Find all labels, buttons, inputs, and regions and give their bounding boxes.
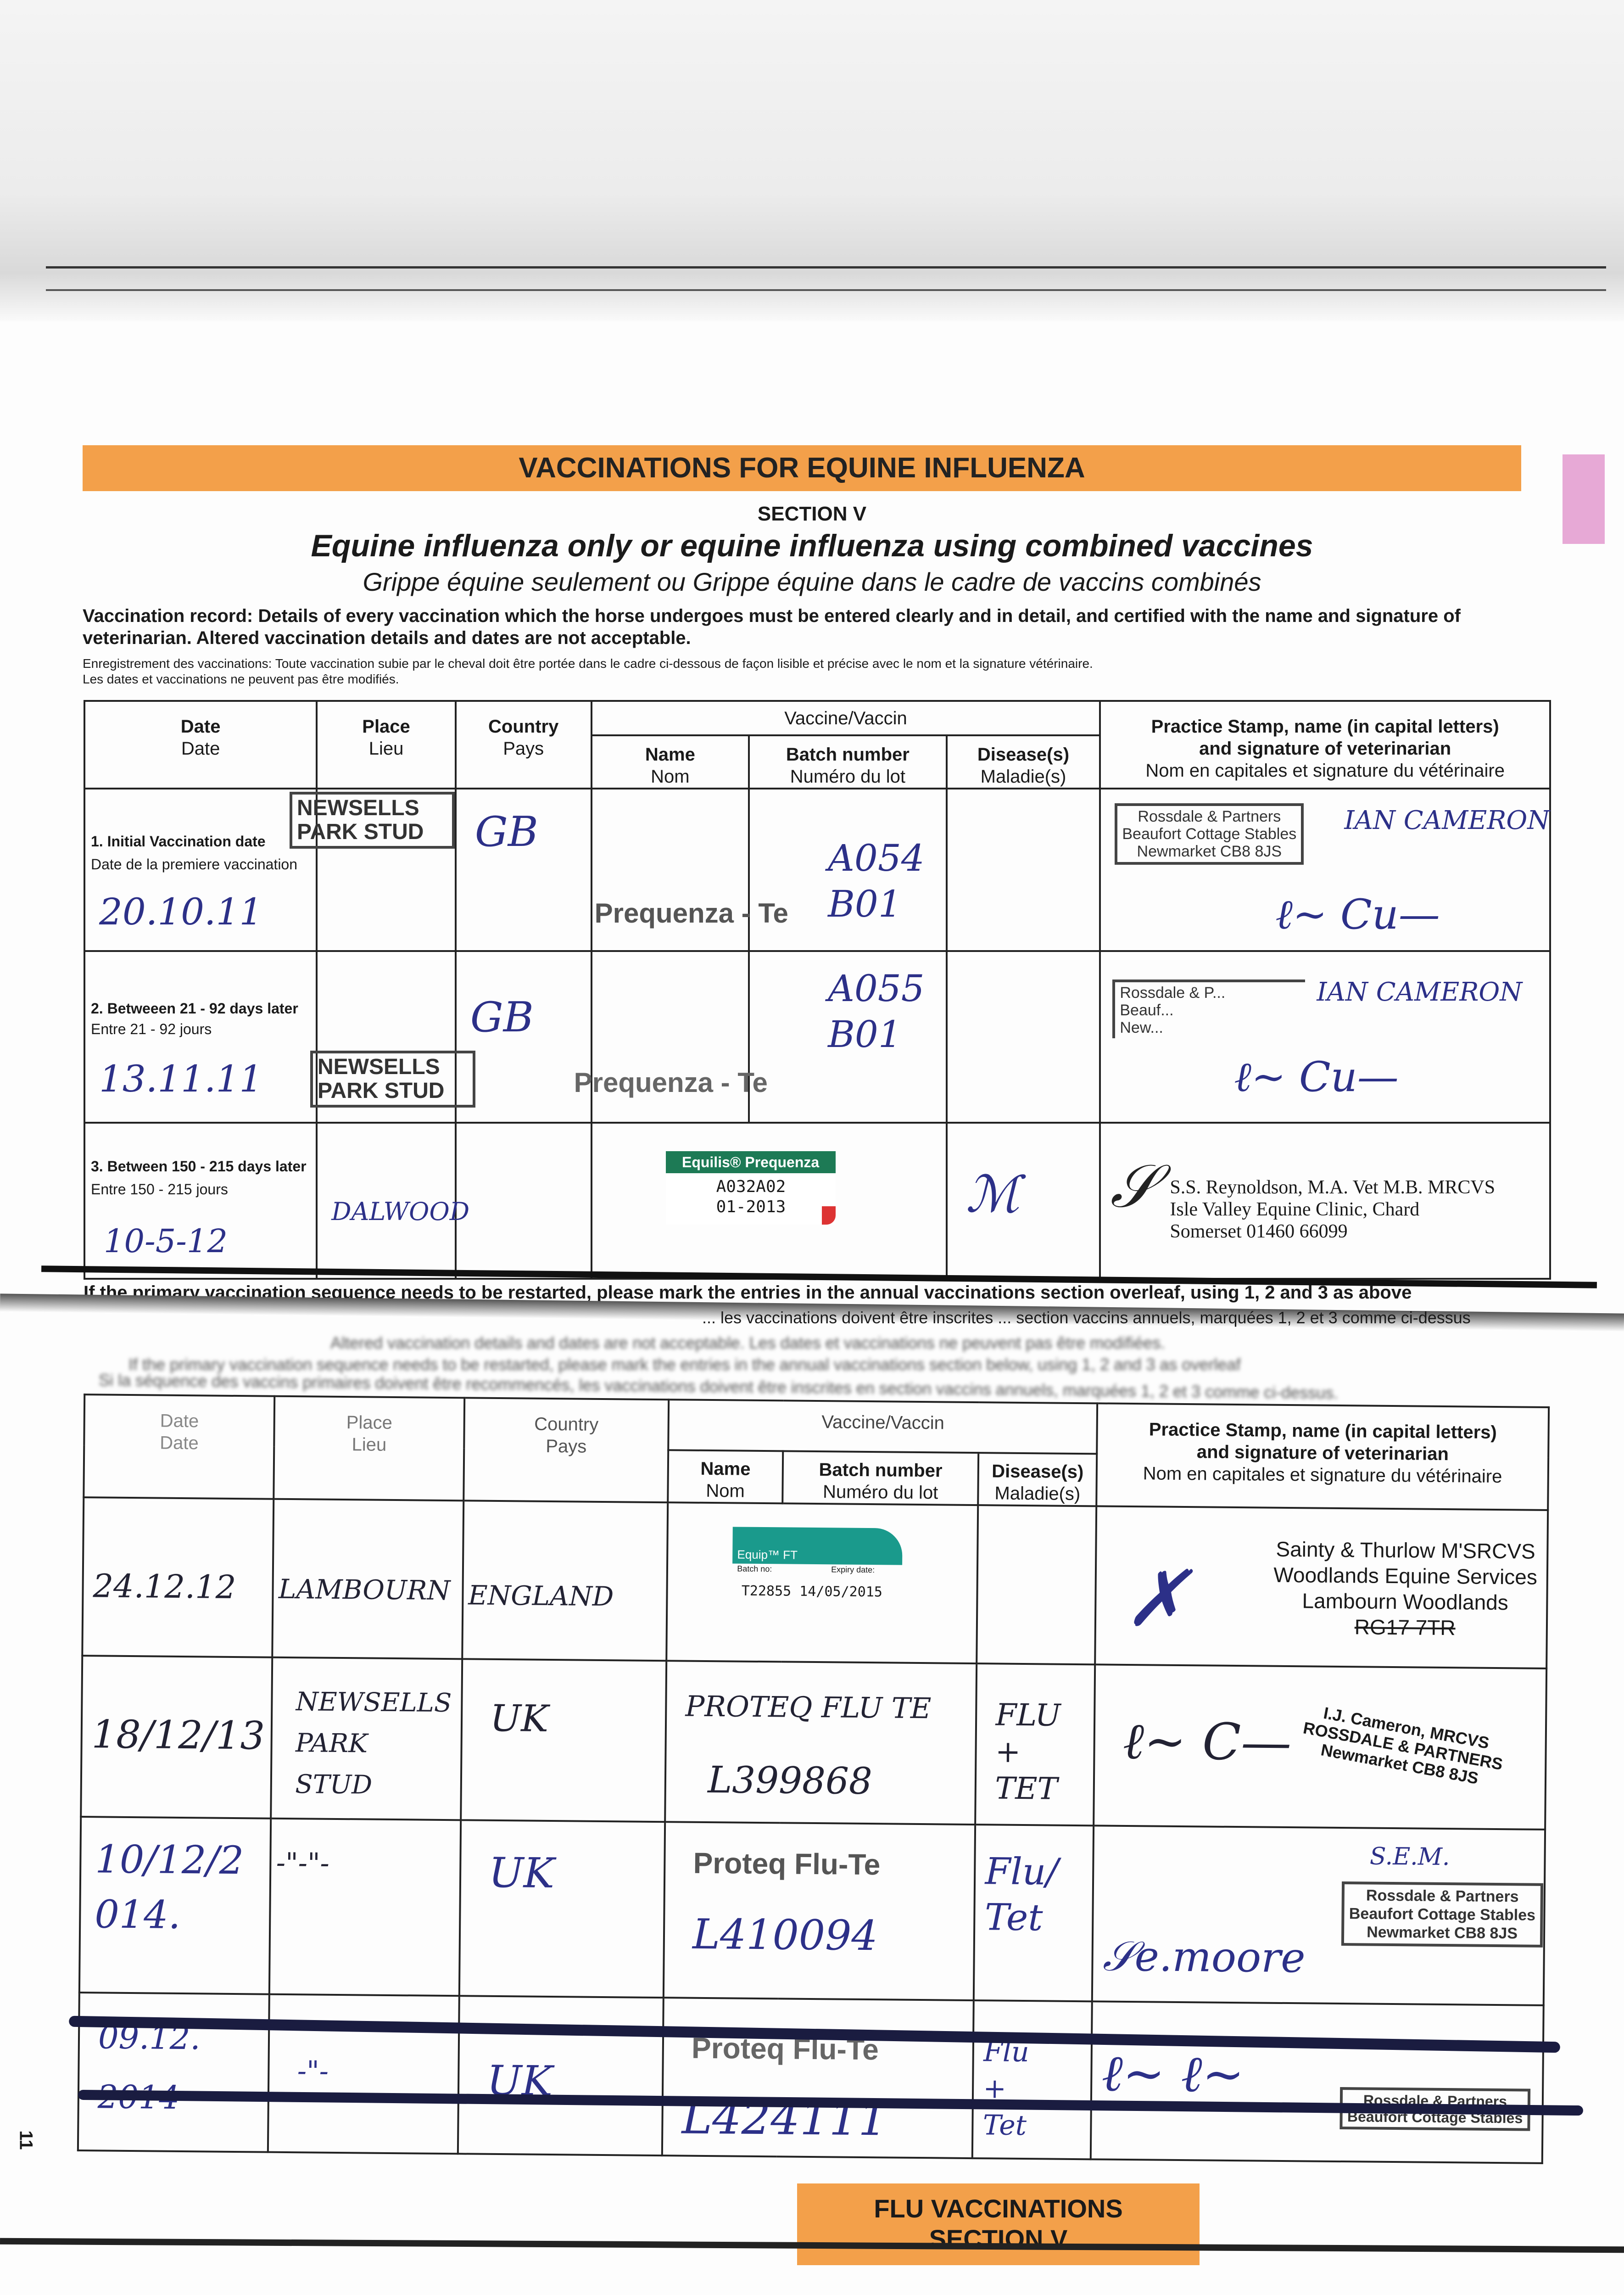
section-label: SECTION V [757, 503, 867, 525]
table-row: 2. Betweeen 21 - 92 days later Entre 21 … [83, 950, 1551, 1124]
footer-label: FLU VACCINATIONS SECTION V [797, 2183, 1200, 2265]
place-value: LAMBOURN [278, 1573, 451, 1606]
country-value: UK [490, 1696, 549, 1740]
table-row: 1. Initial Vaccination date Date de la p… [83, 788, 1551, 952]
col-date: Date Date [83, 700, 318, 789]
section-banner: VACCINATIONS FOR EQUINE INFLUENZA [83, 445, 1521, 491]
disease-value: FLU + TET [994, 1697, 1061, 1807]
sticker-expiry: 01-2013 [716, 1198, 786, 1216]
col-stamp: Practice Stamp, name (in capital letters… [1099, 700, 1551, 789]
vet-signature: ✗ [1123, 1553, 1190, 1645]
practice-stamp: Rossdale & Partners Beaufort Cottage Stab… [1115, 803, 1304, 865]
disease-value: Flu/Tet [984, 1850, 1059, 1939]
vaccination-date: 10/12/2014. [94, 1836, 244, 1937]
table-row: 3. Between 150 - 215 days later Entre 15… [83, 1122, 1551, 1280]
row-label-fr: Entre 150 - 215 jours [91, 1181, 228, 1198]
page-title: Equine influenza only or equine influenz… [311, 528, 1313, 563]
vaccination-date: 13.11.11 [99, 1058, 263, 1100]
divider [46, 266, 1606, 269]
col-place: Place Lieu [273, 1396, 465, 1501]
vet-signature: ℓ~ Cu— [1275, 890, 1440, 939]
intro-fr-2: Les dates et vaccinations ne peuvent pas… [83, 672, 399, 686]
row-label: 1. Initial Vaccination date [91, 833, 266, 850]
divider [46, 289, 1606, 291]
vaccine-name: PROTEQ FLU TE [685, 1689, 932, 1725]
col-batch: Batch number Numéro du lot [782, 1451, 979, 1506]
primary-vaccination-table: Date Date Place Lieu Country Pays Vaccine/V… [83, 700, 1551, 1280]
vaccination-date: 24.12.12 [93, 1567, 236, 1606]
batch-number: A055 B01 [828, 967, 925, 1056]
country-value: GB [470, 993, 534, 1041]
practice-stamp: Rossdale & P... Beauf... New... [1112, 980, 1306, 1038]
sticker-logo [821, 1206, 836, 1225]
practice-stamp: Sainty & Thurlow M'SRCVS Woodlands Equine… [1273, 1537, 1538, 1640]
table-row: 10/12/2014. -"-"- UK Proteq Flu-Te L4100… [79, 1817, 1546, 2005]
col-vaccine: Vaccine/Vaccin [668, 1399, 1098, 1454]
country-value: ENGLAND [468, 1579, 614, 1612]
vaccine-sticker: Equilis® Prequenza A032A02 01-2013 [665, 1151, 836, 1225]
batch-number: L410094 [692, 1910, 878, 1960]
vet-signature: ℓ~ Cu— [1234, 1053, 1399, 1101]
row-label-fr: Date de la premiere vaccination [91, 856, 298, 873]
faded-note-2: If the primary vaccination sequence need… [128, 1355, 1241, 1374]
intro-fr: Enregistrement des vaccinations: Toute v… [83, 656, 1093, 671]
col-vaccine: Vaccine/Vaccin [590, 700, 1101, 736]
sticker-batch-expiry: T22855 14/05/2015 [741, 1583, 883, 1601]
table-row-crossed-out: 09.12. 2014 -"- UK Proteq Flu-Te L424111… [78, 1993, 1544, 2163]
vaccine-sticker: Equip™ FT Batch no: Expiry date: T22855 1… [732, 1527, 903, 1615]
table-row: 18/12/13 NEWSELLS PARK STUD UK PROTEQ FL… [81, 1656, 1547, 1830]
page-tab [1563, 454, 1605, 544]
row-label-fr: Entre 21 - 92 jours [91, 1021, 212, 1037]
restart-note-fr: ... les vaccinations doivent être inscri… [702, 1308, 1471, 1327]
col-date: Date Date [84, 1394, 275, 1499]
col-name: Name Nom [668, 1450, 783, 1504]
vaccine-name: Prequenza - Te [574, 1067, 768, 1098]
col-disease: Disease(s) Maladie(s) [945, 734, 1101, 789]
vet-initials: ℳ [965, 1165, 1020, 1224]
vet-signature: 𝒮e.moore [1102, 1932, 1306, 1982]
disease-value: Flu + Tet [982, 2036, 1030, 2142]
col-name: Name Nom [590, 734, 750, 789]
col-country: Country Pays [454, 700, 592, 789]
col-place: Place Lieu [316, 700, 457, 789]
vet-signature: ℓ~ ℓ~ [1101, 2043, 1245, 2104]
sticker-lot: A032A02 [716, 1177, 786, 1196]
intro-en: Vaccination record: Details of every vac… [83, 606, 1461, 648]
row-label: 3. Between 150 - 215 days later [91, 1158, 307, 1175]
table-row: 24.12.12 LAMBOURN ENGLAND Equip™ FT Batc… [82, 1497, 1548, 1668]
col-stamp: Practice Stamp, name (in capital letters… [1096, 1403, 1549, 1510]
vet-name: IAN CAMERON [1317, 977, 1523, 1007]
place-value: -"-"- [276, 1847, 330, 1880]
practice-stamp: I.J. Cameron, MRCVS ROSSDALE & PARTNERS Ne… [1302, 1703, 1505, 1788]
faded-note-1: Altered vaccination details and dates ar… [330, 1333, 1166, 1352]
vaccine-name: Proteq Flu-Te [693, 1846, 881, 1881]
vet-initials: S.E.M. [1369, 1842, 1450, 1871]
vet-name: IAN CAMERON [1344, 806, 1550, 835]
vaccination-date: 20.10.11 [99, 890, 263, 933]
vaccination-date: 18/12/13 [91, 1712, 265, 1758]
row-label: 2. Betweeen 21 - 92 days later [91, 1000, 298, 1017]
country-value: UK [488, 1848, 555, 1898]
practice-stamp: Rossdale & Partners Beaufort Cottage Stab… [1341, 1881, 1543, 1948]
batch-number: A054 B01 [828, 837, 925, 925]
vet-signature: 𝒮 [1110, 1151, 1156, 1221]
place-value: -"- [297, 2055, 329, 2088]
vet-signature: ℓ~ C— [1122, 1711, 1292, 1772]
place-value: NEWSELLS PARK STUD [295, 1687, 452, 1800]
place-value: DALWOOD [331, 1197, 470, 1226]
col-country: Country Pays [463, 1398, 669, 1503]
col-disease: Disease(s) Maladie(s) [978, 1453, 1097, 1506]
page-number: 11 [16, 2130, 36, 2150]
practice-stamp: S.S. Reynoldson, M.A. Vet M.B. MRCVS Isle… [1170, 1177, 1496, 1242]
col-batch: Batch number Numéro du lot [748, 734, 948, 789]
date-cell: 1. Initial Vaccination date Date de la p… [83, 788, 455, 952]
page-subtitle: Grippe équine seulement ou Grippe équine… [363, 567, 1261, 596]
scan-shadow [0, 0, 1624, 321]
country-value: GB [474, 808, 538, 856]
batch-number: L399868 [707, 1758, 873, 1803]
vaccination-date: 10-5-12 [104, 1222, 228, 1260]
